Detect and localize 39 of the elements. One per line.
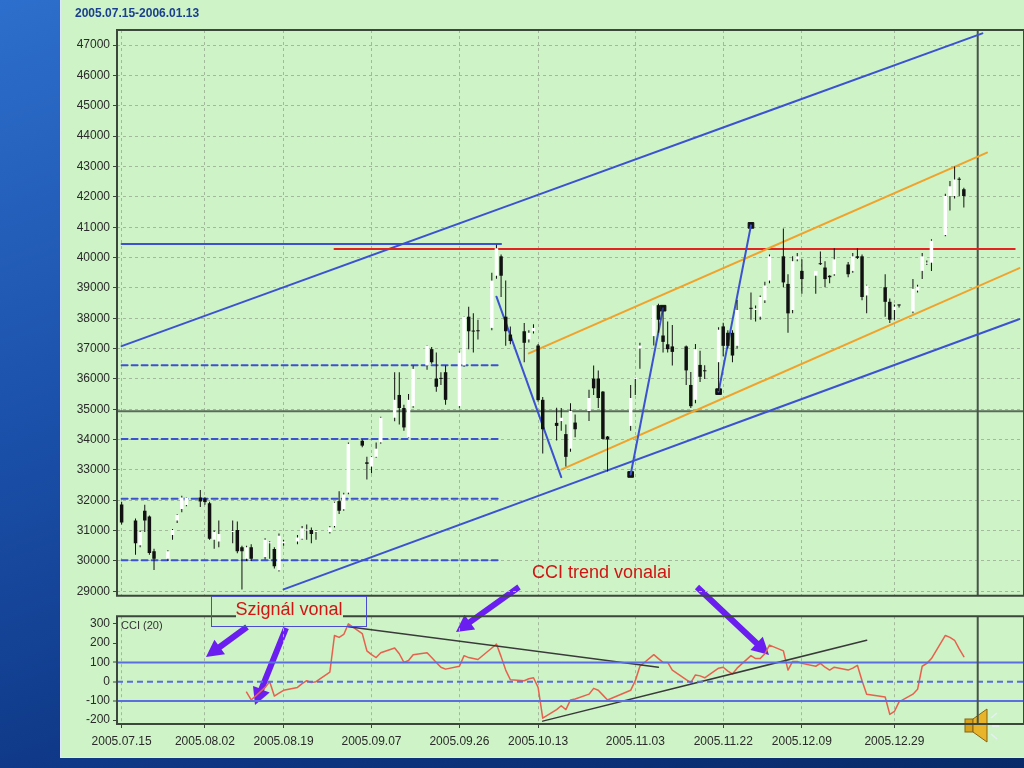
x-tick-label: 2005.08.19 bbox=[253, 733, 314, 748]
x-tick-label: 2005.11.22 bbox=[693, 733, 754, 748]
y-tick-label: 42000 bbox=[76, 189, 111, 204]
y-tick-label: 43000 bbox=[76, 158, 111, 173]
chart-title: CCI (20) bbox=[121, 619, 163, 632]
y-tick-label: 35000 bbox=[76, 401, 111, 416]
y-tick-label: 33000 bbox=[76, 462, 111, 477]
x-tick-label: 2005.12.29 bbox=[864, 733, 925, 748]
y-tick-label: 44000 bbox=[76, 128, 111, 143]
y-tick-label: 29000 bbox=[76, 583, 111, 598]
x-tick-label: 2005.07.15 bbox=[91, 733, 152, 748]
y-tick-label: 30000 bbox=[76, 553, 111, 568]
annotation: Szignál vonal bbox=[235, 598, 343, 619]
x-tick-label: 2005.09.26 bbox=[429, 733, 490, 748]
y-tick-label: 39000 bbox=[76, 280, 111, 295]
x-tick-label: 2005.08.02 bbox=[174, 733, 236, 748]
y-tick-label: 40000 bbox=[76, 249, 111, 264]
annotation: CCI trend vonalai bbox=[532, 562, 672, 582]
y-tick-label: -200 bbox=[85, 712, 111, 727]
y-tick-label: 47000 bbox=[76, 37, 111, 52]
y-tick-label: 0 bbox=[103, 673, 111, 688]
y-tick-label: 31000 bbox=[76, 522, 111, 537]
x-tick-label: 2005.11.03 bbox=[605, 733, 666, 748]
y-tick-label: 32000 bbox=[76, 492, 111, 507]
y-tick-label: 46000 bbox=[76, 67, 111, 82]
x-tick-label: 2005.09.07 bbox=[341, 733, 402, 748]
y-tick-label: -100 bbox=[85, 693, 111, 708]
y-tick-label: 200 bbox=[89, 635, 111, 650]
x-tick-label: 2005.10.13 bbox=[508, 733, 569, 748]
y-tick-label: 36000 bbox=[76, 371, 111, 386]
chart-title: 2005.07.15-2006.01.13 bbox=[75, 6, 200, 21]
y-tick-label: 41000 bbox=[76, 219, 111, 234]
x-tick-label: 2005.12.09 bbox=[771, 733, 833, 748]
y-tick-label: 34000 bbox=[76, 431, 111, 446]
y-tick-label: 100 bbox=[89, 654, 111, 669]
y-tick-label: 38000 bbox=[76, 310, 111, 325]
y-tick-label: 45000 bbox=[76, 98, 111, 113]
y-tick-label: 37000 bbox=[76, 340, 111, 355]
y-tick-label: 300 bbox=[89, 616, 111, 631]
